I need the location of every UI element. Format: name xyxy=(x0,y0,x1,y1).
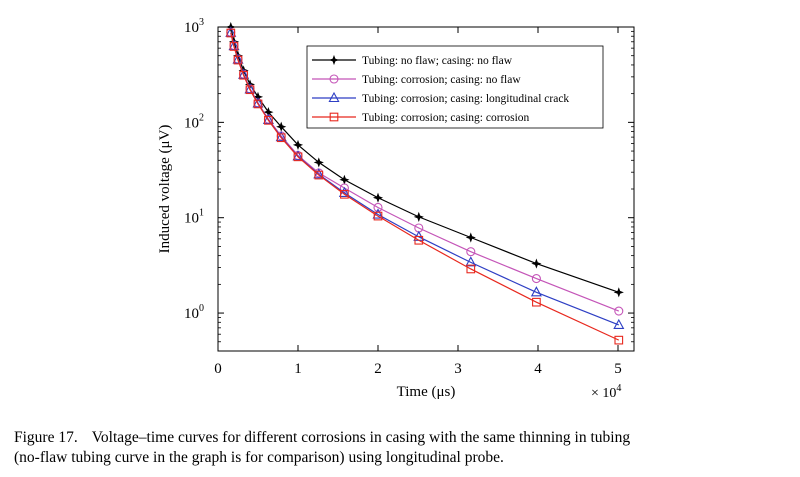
data-point-square xyxy=(614,335,624,345)
x-tick-label: 3 xyxy=(454,361,462,377)
x-multiplier-base: × 10 xyxy=(591,386,616,401)
data-point-triangle xyxy=(228,39,240,51)
y-tick-label: 103 xyxy=(184,17,204,36)
y-tick-base: 10 xyxy=(184,211,199,227)
data-point-circle xyxy=(339,183,349,193)
data-point-triangle xyxy=(372,208,384,219)
caption-text-1: Voltage–time curves for different corros… xyxy=(91,429,631,446)
data-point-square xyxy=(466,264,476,274)
data-point-star xyxy=(292,139,304,150)
data-point-triangle xyxy=(262,113,274,124)
series-line xyxy=(230,32,620,341)
data-point-triangle xyxy=(232,53,244,64)
caption-line-2: (no-flaw tubing curve in the graph is fo… xyxy=(14,449,504,466)
data-point-star xyxy=(313,157,324,168)
series-layer xyxy=(225,21,625,345)
y-tick-exponent: 2 xyxy=(199,112,204,123)
y-tick-label: 101 xyxy=(184,208,204,227)
data-point-star xyxy=(531,258,542,269)
legend-label: Tubing: corrosion; casing: corrosion xyxy=(362,112,530,124)
data-point-star xyxy=(413,211,424,222)
legend-label: Tubing: corrosion; casing: longitudinal … xyxy=(362,93,569,105)
x-axis-label: Time (μs) xyxy=(397,384,456,400)
y-tick-base: 10 xyxy=(184,115,199,131)
x-tick-label: 5 xyxy=(614,361,622,377)
data-point-star xyxy=(339,174,350,185)
data-point-square xyxy=(239,70,248,80)
series-group xyxy=(226,28,624,345)
legend-label: Tubing: corrosion; casing: no flaw xyxy=(362,74,521,86)
data-point-square xyxy=(293,152,303,162)
y-tick-exponent: 1 xyxy=(199,208,204,219)
data-point-triangle xyxy=(328,91,340,103)
data-point-square xyxy=(373,211,383,221)
data-point-circle xyxy=(614,306,624,316)
legend-items: Tubing: no flaw; casing: no flaw Tubing: … xyxy=(312,54,569,124)
data-point-circle xyxy=(329,74,339,84)
x-tick-label: 0 xyxy=(214,361,222,377)
x-tick-label: 2 xyxy=(374,361,382,377)
data-point-square xyxy=(314,170,324,180)
y-tick-exponent: 0 xyxy=(199,303,204,314)
figure-caption: Figure 17. Voltage–time curves for differ… xyxy=(14,428,794,468)
data-point-square xyxy=(253,99,263,109)
y-tick-base: 10 xyxy=(184,20,199,36)
data-point-triangle xyxy=(244,83,256,94)
y-tick-base: 10 xyxy=(184,306,199,322)
data-point-square xyxy=(226,28,236,38)
x-tick-label: 1 xyxy=(294,361,302,377)
x-axis-multiplier: × 104 xyxy=(591,383,621,401)
legend-box xyxy=(306,45,604,129)
data-point-triangle xyxy=(238,68,250,79)
data-point-circle xyxy=(466,247,476,257)
data-point-triangle xyxy=(292,150,304,161)
data-point-star xyxy=(372,192,384,203)
data-point-star xyxy=(252,91,264,102)
data-point-triangle xyxy=(252,97,264,108)
data-point-square xyxy=(414,235,424,245)
y-tick-label: 100 xyxy=(184,303,204,322)
x-axis-ticks: 0 1 2 3 4 5 xyxy=(214,27,622,377)
data-point-triangle xyxy=(613,318,625,330)
y-tick-exponent: 3 xyxy=(199,17,204,28)
data-point-triangle xyxy=(530,286,542,297)
data-point-square xyxy=(276,133,286,143)
data-point-star xyxy=(276,121,287,132)
x-multiplier-exponent: 4 xyxy=(616,383,621,394)
data-point-square xyxy=(264,115,273,125)
data-point-circle xyxy=(373,202,383,213)
data-point-star xyxy=(613,287,624,298)
caption-line-1: Figure 17. Voltage–time curves for differ… xyxy=(14,428,794,448)
legend: Tubing: no flaw; casing: no flaw Tubing: … xyxy=(306,45,604,129)
data-point-square xyxy=(229,42,239,51)
data-point-star xyxy=(328,54,340,66)
legend-label: Tubing: no flaw; casing: no flaw xyxy=(362,55,513,67)
data-point-star xyxy=(465,232,476,243)
y-axis-label: Induced voltage (μV) xyxy=(157,125,173,254)
data-point-triangle xyxy=(465,256,477,267)
caption-figure-label: Figure 17. xyxy=(14,429,78,446)
data-point-square xyxy=(340,189,349,199)
data-point-triangle xyxy=(275,130,287,142)
data-point-square xyxy=(245,85,255,95)
data-point-square xyxy=(532,297,541,307)
y-tick-label: 102 xyxy=(184,112,204,131)
data-point-circle xyxy=(531,274,541,284)
data-point-square xyxy=(233,55,243,65)
x-tick-label: 4 xyxy=(534,361,542,377)
data-point-square xyxy=(329,112,339,122)
